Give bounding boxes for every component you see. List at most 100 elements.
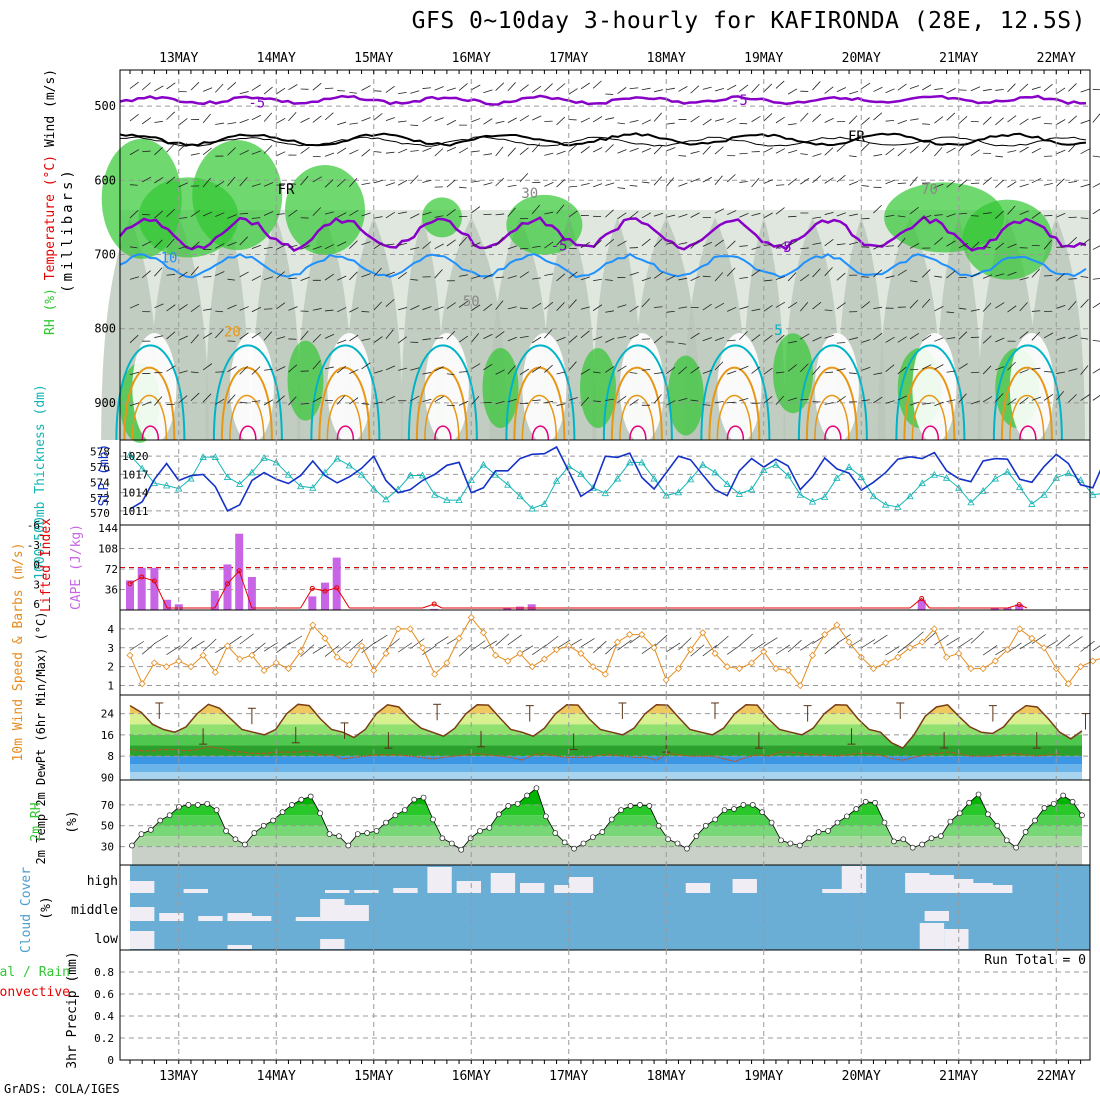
rh-color-band [132,825,1082,837]
wind-barb [861,301,871,309]
wind-speed-point [808,651,817,659]
wind-barb [861,185,869,187]
thickness-point [406,471,414,479]
wind-barb [349,307,359,313]
wind-barb [1092,208,1100,215]
wind-barb [203,276,212,278]
wind-barb [239,271,249,278]
wind-speed-point [260,666,268,675]
temp-contour-5 [602,344,673,441]
wind-barb [653,89,663,93]
wind-barb [178,143,188,151]
wind-barb [556,273,566,282]
wind-speed-point [394,625,402,633]
temp-contour-30 [141,425,160,441]
wind-barb [166,82,176,90]
wind-barb [934,634,949,646]
wind-barb [885,214,895,218]
rh-green-patch [667,355,704,436]
wind-barb [373,336,383,344]
thickness-point [272,458,280,466]
wind-barb [202,393,212,403]
wind-barb [397,271,408,280]
wind-barb [300,117,310,123]
wind-speed-point [406,625,414,633]
wind-barb [398,92,407,94]
wind-barb [788,123,797,126]
wind-barb [946,88,956,94]
wind-speed-point [455,634,463,642]
wind-barb [519,173,529,183]
wind-barb [873,332,883,341]
wind-barb [1007,83,1016,93]
rh-point [702,822,709,829]
wind-barb [446,208,456,217]
top-date-label: 18MAY [647,51,686,66]
wind-barb [1055,178,1065,187]
wind-barb [531,365,542,373]
rh-point [354,831,361,837]
wind-barb [532,115,542,121]
wind-barb [617,336,627,339]
rh-point [307,793,314,800]
wind-barb [653,394,662,404]
slp-panel: 570 572 574 576 578 1011 1014 1017 1020 1000-500m… [33,384,1100,580]
wind-barb [1019,146,1029,153]
thickness-point [650,474,658,482]
wind-barb [471,84,481,91]
wind-barb [885,179,895,185]
wind-barb [958,243,968,249]
bottom-date-label: 18MAY [647,1069,686,1084]
wind-barb [263,211,274,216]
slp-tick-label: 1011 [122,505,149,518]
wind-barb [422,87,431,89]
top-date-label: 20MAY [842,51,881,66]
wind-barb [897,237,906,248]
contour-label: -5 [551,239,568,255]
wind-barb [593,278,602,282]
wind-barb [1031,116,1041,120]
wind-barb [178,271,188,279]
wind-barb [215,243,225,249]
wind-barb [836,243,846,246]
rh-point [853,806,860,812]
wind-barb [507,275,517,279]
pressure-tick-label: 600 [94,173,116,187]
cape-bar [527,604,536,610]
wind-barb [483,182,493,186]
temp-color-band [130,745,1082,757]
rh-point [401,807,408,813]
wind-barb [410,175,419,185]
wind-barb [349,122,359,125]
temp-contour-20 [805,366,858,441]
freezing-contour-2 [120,136,1087,147]
wind-barb [934,237,944,246]
rh-point [674,840,681,847]
wind-barb [800,177,810,185]
rh-point [383,819,389,826]
cape-bar [332,557,341,610]
rh-point [712,816,719,823]
wind-barb [580,241,591,249]
rh-point [420,794,427,801]
thickness-point [1076,476,1085,484]
wind-barb [946,213,956,218]
wind-barb [1092,88,1100,91]
wind-barb [410,124,419,126]
wind-barb [202,638,217,652]
lifted-index-point [334,585,340,591]
precip-total-rain-label: Total / Rain [0,965,70,980]
thickness-point [1003,467,1012,475]
thickness-point [443,496,451,503]
chart-title: GFS 0~10day 3-hourly for KAFIRONDA (28E,… [411,8,1086,34]
cape-bar [223,564,232,610]
wind-barb [702,303,712,311]
wind-barb [202,332,213,339]
wind-barb [1007,398,1017,406]
wind-barb [397,148,408,154]
rh-point [129,842,135,849]
wind-barb [629,305,639,313]
rh-point [637,802,643,808]
wind-barb [824,267,833,277]
wind-barb [580,638,595,648]
